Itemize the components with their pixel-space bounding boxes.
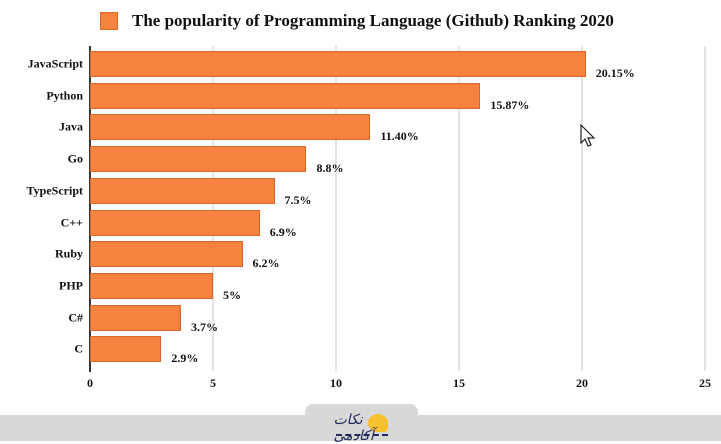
- y-axis-line: [89, 46, 91, 372]
- bar-value-label: 15.87%: [490, 97, 530, 112]
- x-tick-label: 20: [576, 376, 588, 390]
- logo-underline: [335, 432, 388, 436]
- chart-title: The popularity of Programming Language (…: [132, 11, 614, 30]
- bar: [90, 272, 213, 299]
- bar-value-label: 20.15%: [595, 66, 635, 80]
- x-tick-label: 15: [453, 376, 465, 390]
- bar-value-label: 6.9%: [269, 224, 297, 239]
- gridline: [458, 46, 460, 371]
- y-category-label: Go: [67, 151, 83, 166]
- x-tick-label: 10: [330, 376, 342, 390]
- gridline: [212, 46, 214, 371]
- y-category-label: TypeScript: [26, 183, 83, 198]
- y-category-label: C++: [60, 215, 83, 229]
- bar: [90, 51, 586, 77]
- x-tick-label: 5: [210, 376, 216, 390]
- bar-value-label: 11.40%: [380, 129, 419, 144]
- x-tick-label: 25: [699, 376, 711, 390]
- bar: [90, 114, 371, 141]
- y-category-label: C: [74, 341, 83, 356]
- y-category-label: Ruby: [54, 246, 83, 261]
- bar-chart: The popularity of Programming Language (…: [26, 8, 711, 390]
- y-category-label: JavaScript: [27, 56, 83, 71]
- bar: [90, 146, 307, 173]
- bar-value-label: 6.2%: [252, 256, 280, 271]
- legend-swatch: [100, 12, 118, 30]
- bar: [90, 304, 182, 331]
- x-tick-label: 0: [87, 376, 93, 390]
- chart-legend: The popularity of Programming Language (…: [100, 8, 614, 34]
- logo-text: نکات آکادمی: [333, 411, 374, 444]
- gridline: [335, 46, 337, 371]
- logo-sun-icon: [367, 413, 388, 432]
- y-category-label: C#: [68, 310, 83, 325]
- mouse-cursor-icon: [580, 124, 596, 147]
- logo-tab: نکات آکادمی: [305, 404, 418, 444]
- bar-value-label: 3.7%: [191, 319, 219, 334]
- y-category-label: Java: [59, 119, 83, 134]
- bar: [90, 177, 275, 204]
- bar-value-label: 7.5%: [284, 192, 312, 207]
- gridline: [704, 46, 706, 371]
- y-category-label: PHP: [59, 278, 83, 293]
- gridline: [581, 46, 583, 371]
- bar: [90, 82, 481, 109]
- bar: [90, 241, 243, 268]
- brand-logo: نکات آکادمی: [334, 410, 390, 444]
- bar-value-label: 2.9%: [171, 351, 199, 366]
- bar-value-label: 5%: [223, 287, 241, 302]
- bar: [90, 336, 162, 363]
- bar: [90, 209, 260, 236]
- y-category-label: Python: [46, 88, 83, 103]
- bar-value-label: 8.8%: [316, 161, 344, 176]
